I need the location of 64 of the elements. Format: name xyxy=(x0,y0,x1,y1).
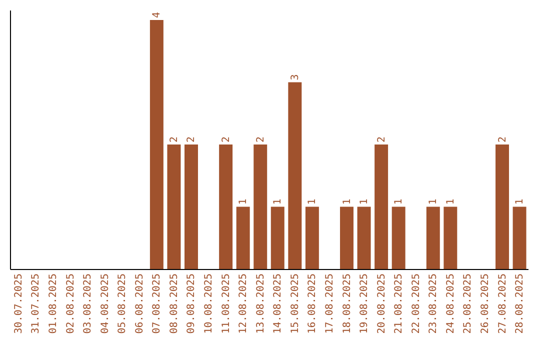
x-tick-label: 12.08.2025 xyxy=(238,274,250,334)
data-label: 1 xyxy=(359,198,370,205)
data-label: 1 xyxy=(272,198,284,205)
x-tick-label: 19.08.2025 xyxy=(359,274,370,334)
bar xyxy=(426,206,440,269)
data-label: 4 xyxy=(152,12,163,18)
data-label: 2 xyxy=(186,136,198,142)
data-label: 2 xyxy=(168,136,180,142)
bar xyxy=(305,206,319,269)
x-tick-label: 27.08.2025 xyxy=(497,274,508,334)
bar xyxy=(184,144,198,269)
x-tick-label: 09.08.2025 xyxy=(186,274,198,334)
x-tick-label: 14.08.2025 xyxy=(272,274,284,334)
bar xyxy=(496,144,509,269)
data-label: 1 xyxy=(238,198,250,205)
x-tick-label: 20.08.2025 xyxy=(376,274,388,334)
x-tick-label: 18.08.2025 xyxy=(342,274,353,334)
x-tick-label: 17.08.2025 xyxy=(324,274,336,334)
bar xyxy=(392,206,406,269)
x-tick-label: 07.08.2025 xyxy=(152,274,163,334)
data-label: 2 xyxy=(255,136,266,142)
x-tick-label: 04.08.2025 xyxy=(100,274,111,334)
x-tick-label: 30.07.2025 xyxy=(13,274,24,334)
bar xyxy=(219,144,233,269)
data-label: 1 xyxy=(445,198,456,205)
x-tick-label: 05.08.2025 xyxy=(117,274,128,334)
x-tick-label: 24.08.2025 xyxy=(445,274,456,334)
x-tick-label: 25.08.2025 xyxy=(462,274,474,334)
bar xyxy=(270,206,284,269)
bar xyxy=(374,144,388,269)
data-label: 2 xyxy=(376,136,388,142)
bar xyxy=(288,82,302,269)
data-label: 1 xyxy=(514,198,526,205)
data-label: 1 xyxy=(428,198,440,205)
x-tick-label: 10.08.2025 xyxy=(204,274,215,334)
x-tick-label: 23.08.2025 xyxy=(428,274,440,334)
x-tick-label: 28.08.2025 xyxy=(514,274,526,334)
bar xyxy=(236,206,250,269)
x-tick-label: 03.08.2025 xyxy=(82,274,94,334)
x-tick-label: 08.08.2025 xyxy=(168,274,180,334)
data-label: 1 xyxy=(394,198,405,205)
data-label: 1 xyxy=(307,198,318,205)
bar xyxy=(254,144,268,269)
bar xyxy=(150,20,164,269)
data-label: 2 xyxy=(497,136,508,142)
x-tick-label: 16.08.2025 xyxy=(307,274,318,334)
x-tick-label: 26.08.2025 xyxy=(480,274,491,334)
bar xyxy=(167,144,181,269)
bar xyxy=(340,206,354,269)
x-tick-label: 31.07.2025 xyxy=(30,274,42,334)
x-tick-label: 02.08.2025 xyxy=(65,274,76,334)
x-tick-label: 06.08.2025 xyxy=(134,274,146,334)
x-tick-label: 22.08.2025 xyxy=(410,274,422,334)
data-label: 1 xyxy=(342,198,353,205)
data-label: 2 xyxy=(220,136,232,142)
x-tick-label: 13.08.2025 xyxy=(255,274,266,334)
x-tick-label: 01.08.2025 xyxy=(48,274,60,334)
bar xyxy=(512,206,526,269)
data-label: 3 xyxy=(290,74,301,80)
bar xyxy=(357,206,371,269)
x-tick-label: 15.08.2025 xyxy=(290,274,301,334)
x-tick-label: 21.08.2025 xyxy=(394,274,405,334)
bar xyxy=(444,206,458,269)
x-tick-label: 11.08.2025 xyxy=(220,274,232,334)
